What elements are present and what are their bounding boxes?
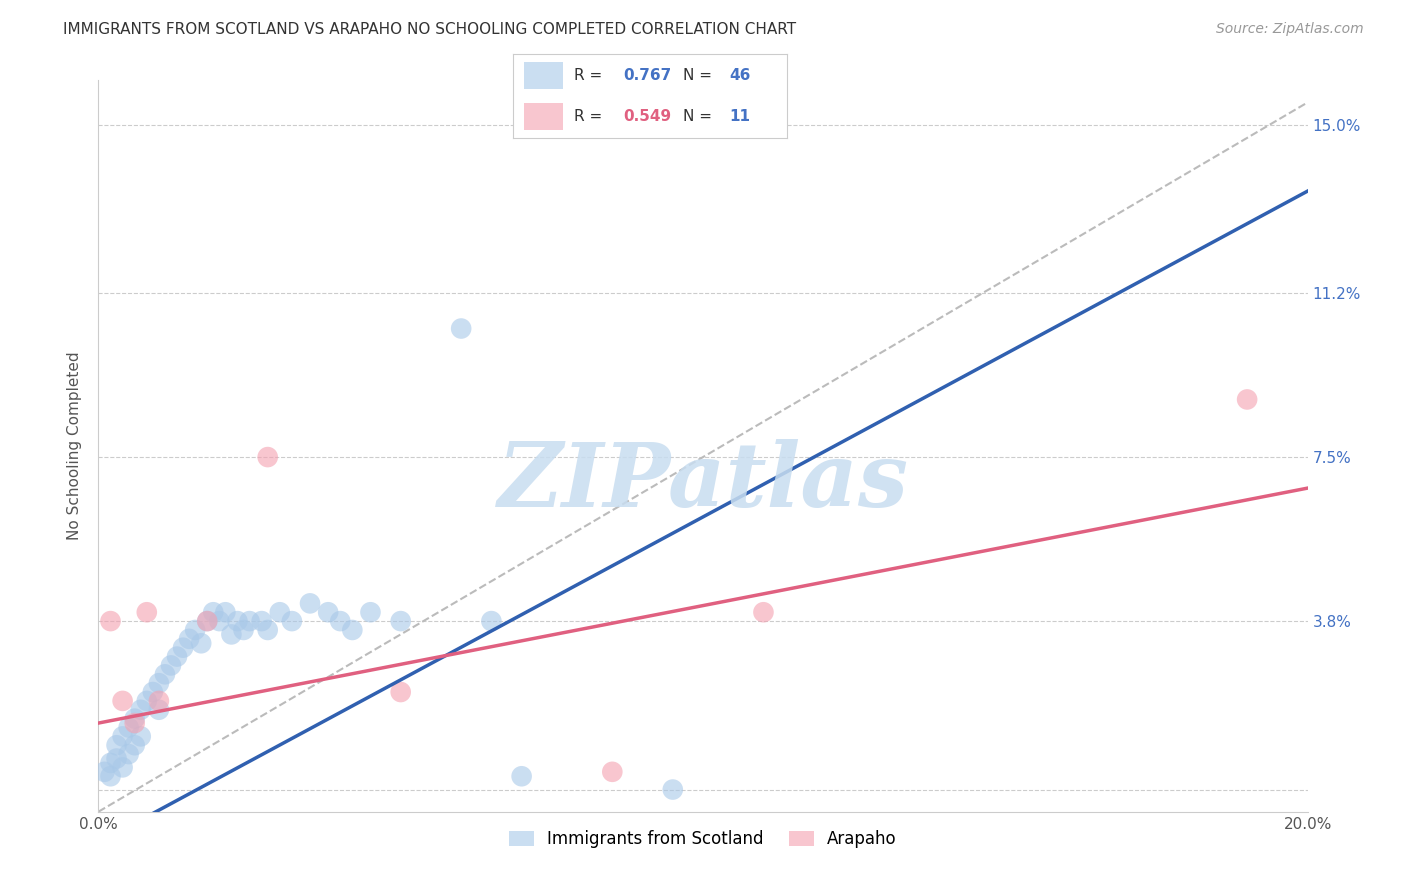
Point <box>602 764 624 779</box>
Text: 0.767: 0.767 <box>623 68 671 83</box>
Point <box>124 716 146 731</box>
Point <box>179 632 201 646</box>
Point <box>190 636 212 650</box>
Point <box>450 321 472 335</box>
Point <box>124 712 146 726</box>
Point <box>135 694 157 708</box>
Bar <box>524 62 562 89</box>
Text: R =: R = <box>574 68 606 83</box>
Point <box>208 614 231 628</box>
Point <box>389 614 412 628</box>
Point <box>250 614 273 628</box>
Point <box>481 614 503 628</box>
Point <box>195 614 218 628</box>
Point <box>93 764 115 779</box>
Text: ZIPatlas: ZIPatlas <box>498 440 908 525</box>
Point <box>172 640 194 655</box>
Point <box>299 596 322 610</box>
Point <box>329 614 352 628</box>
Point <box>148 703 170 717</box>
Point <box>342 623 364 637</box>
Legend: Immigrants from Scotland, Arapaho: Immigrants from Scotland, Arapaho <box>502 823 904 855</box>
Point <box>316 605 339 619</box>
Point <box>281 614 304 628</box>
Text: R =: R = <box>574 109 606 124</box>
Point <box>100 769 122 783</box>
Point <box>661 782 683 797</box>
Point <box>129 703 152 717</box>
Point <box>221 627 243 641</box>
Point <box>1236 392 1258 407</box>
Text: 0.549: 0.549 <box>623 109 671 124</box>
Point <box>124 738 146 752</box>
Text: IMMIGRANTS FROM SCOTLAND VS ARAPAHO NO SCHOOLING COMPLETED CORRELATION CHART: IMMIGRANTS FROM SCOTLAND VS ARAPAHO NO S… <box>63 22 796 37</box>
Point <box>160 658 183 673</box>
Point <box>389 685 412 699</box>
Point <box>105 751 128 765</box>
Text: Source: ZipAtlas.com: Source: ZipAtlas.com <box>1216 22 1364 37</box>
Bar <box>524 103 562 130</box>
Point <box>202 605 225 619</box>
Text: N =: N = <box>683 109 717 124</box>
Point <box>111 760 134 774</box>
Point <box>226 614 249 628</box>
Point <box>135 605 157 619</box>
Point <box>129 730 152 744</box>
Point <box>111 694 134 708</box>
Point <box>510 769 533 783</box>
Point <box>142 685 165 699</box>
Point <box>269 605 291 619</box>
Point <box>153 667 176 681</box>
Point <box>184 623 207 637</box>
Point <box>118 747 141 761</box>
Text: 46: 46 <box>730 68 751 83</box>
Point <box>360 605 382 619</box>
Point <box>118 721 141 735</box>
Point <box>195 614 218 628</box>
Point <box>111 730 134 744</box>
Point <box>148 676 170 690</box>
Point <box>214 605 236 619</box>
Point <box>232 623 254 637</box>
Point <box>105 738 128 752</box>
Point <box>100 756 122 770</box>
Point <box>100 614 122 628</box>
Y-axis label: No Schooling Completed: No Schooling Completed <box>67 351 83 541</box>
Text: N =: N = <box>683 68 717 83</box>
Point <box>148 694 170 708</box>
Point <box>239 614 262 628</box>
Point <box>166 649 188 664</box>
Point <box>752 605 775 619</box>
Text: 11: 11 <box>730 109 751 124</box>
Point <box>256 623 278 637</box>
Point <box>256 450 278 464</box>
